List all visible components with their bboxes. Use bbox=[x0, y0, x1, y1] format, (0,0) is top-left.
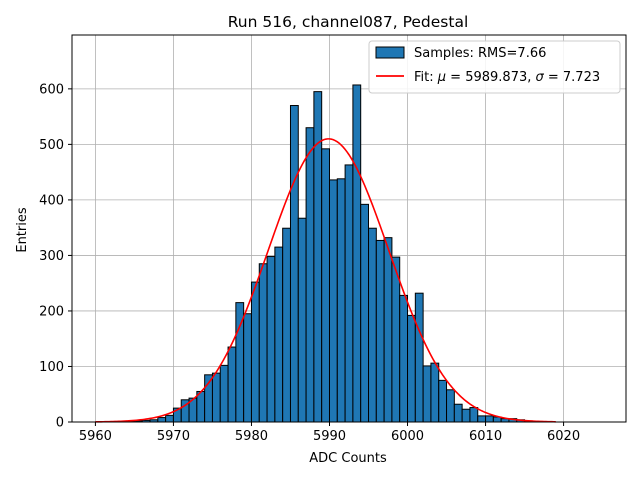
histogram-bar bbox=[461, 408, 471, 423]
histogram-bar bbox=[477, 415, 487, 423]
plot-frame bbox=[71, 34, 627, 423]
histogram-bar bbox=[399, 294, 409, 423]
histogram-bar bbox=[289, 105, 299, 423]
histogram-bar bbox=[227, 346, 237, 423]
histogram-bar bbox=[453, 403, 463, 423]
histogram-bar bbox=[243, 313, 252, 423]
histogram-bar bbox=[383, 237, 393, 423]
legend-fit-label: Fit: μ = 5989.873, σ = 7.723 bbox=[414, 70, 600, 85]
histogram-bar bbox=[430, 362, 440, 423]
histogram-bar bbox=[157, 417, 167, 423]
histogram-bar bbox=[469, 407, 479, 423]
histogram-bar bbox=[352, 84, 362, 423]
y-axis-label: Entries bbox=[15, 207, 30, 253]
histogram-bar bbox=[336, 178, 346, 423]
histogram-bar bbox=[258, 263, 268, 423]
y-tick-label: 600 bbox=[39, 82, 64, 97]
axis-ticks: 5960 5970 5980 5990 6000 6010 6020 0 100 200 300 40… bbox=[39, 82, 580, 444]
histogram-bar bbox=[305, 127, 315, 423]
chart-title: Run 516, channel087, Pedestal bbox=[228, 13, 469, 31]
y-tick-label: 100 bbox=[39, 360, 64, 375]
histogram-bar bbox=[250, 281, 260, 423]
legend-samples-swatch bbox=[375, 46, 405, 59]
histogram-bar bbox=[328, 179, 338, 423]
x-tick-label: 5990 bbox=[313, 429, 346, 444]
histogram-bar bbox=[321, 148, 330, 423]
histogram-bar bbox=[274, 246, 284, 423]
histogram-bar bbox=[282, 227, 291, 423]
y-tick-label: 500 bbox=[39, 138, 64, 153]
legend-samples-label: Samples: RMS=7.66 bbox=[414, 46, 546, 61]
histogram-bar bbox=[391, 256, 401, 423]
histogram-bar bbox=[446, 389, 455, 423]
x-tick-label: 5980 bbox=[235, 429, 268, 444]
legend-box bbox=[368, 40, 621, 94]
histogram-bar bbox=[438, 379, 448, 423]
x-tick-label: 5970 bbox=[157, 429, 190, 444]
fit-curve-layer bbox=[95, 138, 556, 423]
histogram-bar bbox=[165, 414, 174, 423]
x-tick-label: 6000 bbox=[391, 429, 424, 444]
histogram-bar bbox=[407, 314, 416, 423]
x-tick-label: 6020 bbox=[547, 429, 580, 444]
x-axis-label: ADC Counts bbox=[309, 451, 387, 466]
histogram-bar bbox=[360, 203, 370, 423]
x-tick-label: 6010 bbox=[469, 429, 502, 444]
histogram-bar bbox=[297, 217, 307, 423]
histogram-bar bbox=[375, 239, 385, 423]
y-tick-label: 0 bbox=[56, 416, 64, 431]
histogram-bar bbox=[368, 227, 377, 423]
histogram-bar bbox=[196, 390, 206, 423]
histogram-bar bbox=[211, 372, 221, 423]
histogram-bar bbox=[485, 415, 494, 423]
legend: Samples: RMS=7.66 Fit: μ = 5989.873, σ =… bbox=[368, 40, 621, 94]
histogram-bar bbox=[266, 256, 276, 423]
fit-curve bbox=[95, 138, 556, 423]
y-tick-label: 300 bbox=[39, 249, 64, 264]
histogram-bar bbox=[422, 365, 432, 423]
y-tick-label: 400 bbox=[39, 193, 64, 208]
y-tick-label: 200 bbox=[39, 304, 64, 319]
histogram-bars bbox=[126, 84, 541, 423]
histogram-bar bbox=[219, 364, 229, 423]
histogram-bar bbox=[414, 292, 424, 423]
histogram-bar bbox=[344, 164, 354, 423]
x-tick-label: 5960 bbox=[79, 429, 112, 444]
